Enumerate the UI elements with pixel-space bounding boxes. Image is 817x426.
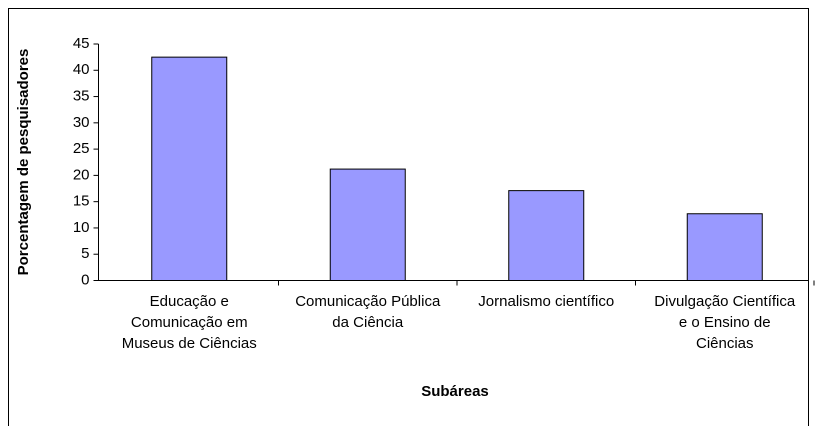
bar [686,213,763,281]
y-tick-label: 25 [73,140,90,157]
y-tick-label: 10 [73,219,90,236]
y-tick-label: 20 [73,166,90,183]
y-tick-label: 40 [73,61,90,78]
y-axis-title: Porcentagem de pesquisadores [15,49,32,276]
x-tick-label: Comunicação Pública da Ciência [295,292,441,331]
bar [329,168,406,282]
y-tick-label: 15 [73,193,90,210]
bar [151,56,228,282]
x-tick-label: Jornalismo científico [478,292,615,310]
y-tick-label: 35 [73,88,90,105]
y-tick-label: 45 [73,35,90,52]
y-tick-label: 5 [81,245,89,262]
x-tick-label: Educação e Comunicação em Museus de Ciên… [121,292,257,352]
chart-border [8,8,809,426]
x-axis-title: Subáreas [421,383,489,400]
bar [508,190,585,282]
x-tick-label: Divulgação Científica e o Ensino de Ciên… [654,292,796,352]
y-tick-label: 0 [81,271,89,288]
y-tick-label: 30 [73,114,90,131]
